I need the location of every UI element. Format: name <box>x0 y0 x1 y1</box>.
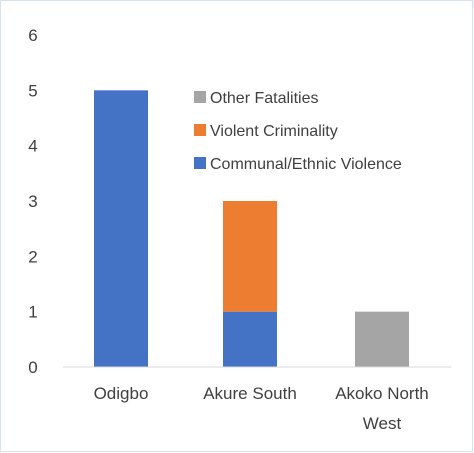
x-axis-labels: Odigbo Akure South Akoko North West <box>94 384 429 433</box>
y-tick-label-5: 5 <box>28 81 37 100</box>
bar-1-series-1 <box>223 201 277 312</box>
y-tick-label-6: 6 <box>28 26 37 45</box>
legend-swatch-2 <box>194 157 206 169</box>
y-tick-label-2: 2 <box>28 247 37 266</box>
x-category-label-0-0: Odigbo <box>94 384 149 403</box>
legend-label-2: Communal/Ethnic Violence <box>210 156 402 173</box>
x-category-label-1-0: Akure South <box>203 384 297 403</box>
legend-swatch-1 <box>194 124 206 136</box>
bars <box>94 90 409 367</box>
legend-label-0: Other Fatalities <box>210 90 318 107</box>
legend: Other Fatalities Violent Criminality Commu… <box>194 90 402 173</box>
bar-2-series-2 <box>355 311 409 367</box>
y-axis-ticks: 0 1 2 3 4 5 6 <box>28 26 37 377</box>
y-tick-label-3: 3 <box>28 192 37 211</box>
bar-0-series-0 <box>94 90 148 367</box>
y-tick-label-0: 0 <box>28 358 37 377</box>
legend-swatch-0 <box>194 91 206 103</box>
y-tick-label-1: 1 <box>28 303 37 322</box>
legend-label-1: Violent Criminality <box>210 123 338 140</box>
x-category-label-2-1: West <box>363 414 402 433</box>
x-category-label-2-0: Akoko North <box>335 384 429 403</box>
y-tick-label-4: 4 <box>28 137 37 156</box>
bar-1-series-0 <box>223 311 277 367</box>
